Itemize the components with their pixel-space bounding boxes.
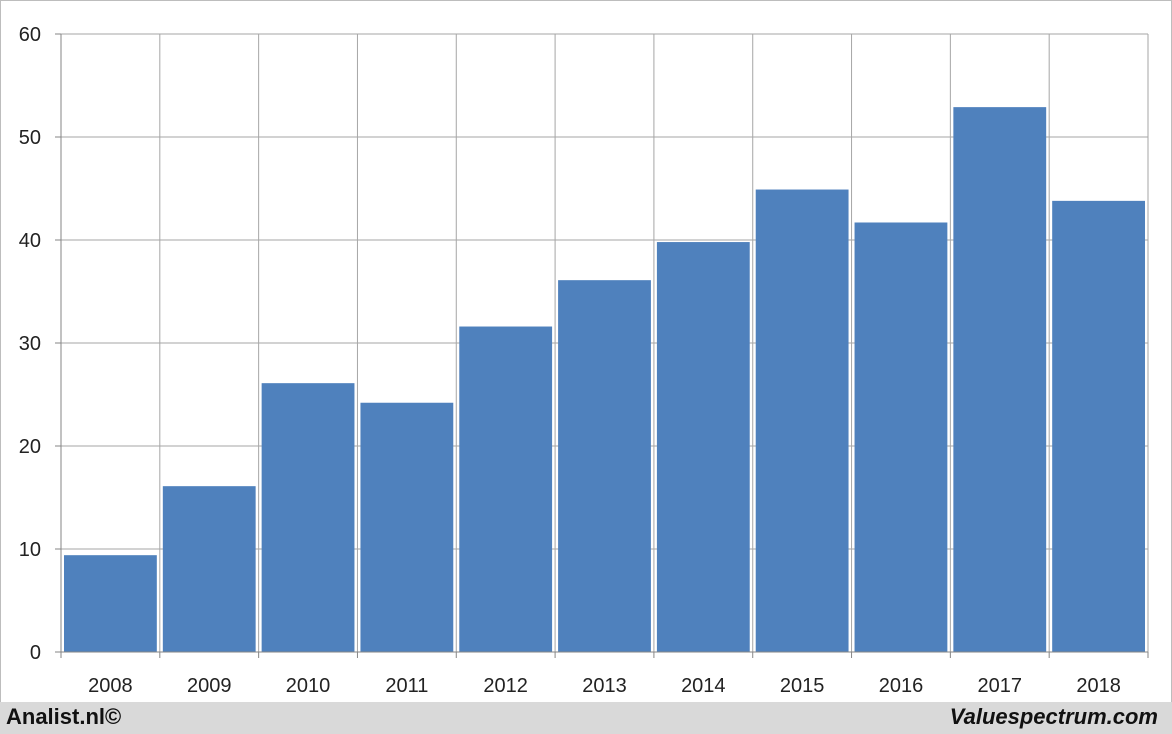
y-tick-label: 30	[19, 333, 41, 355]
bar-2015	[755, 189, 849, 652]
y-tick-labels: 0 10 20 30 40 50 60	[19, 24, 41, 664]
bar-2009	[162, 486, 256, 652]
y-tick-label: 10	[19, 539, 41, 561]
bar-2017	[953, 107, 1047, 652]
bar-2008	[64, 555, 157, 652]
x-tick-label: 2012	[483, 675, 528, 697]
x-tick-label: 2016	[879, 675, 924, 697]
x-tick-label: 2013	[582, 675, 627, 697]
y-tick-label: 40	[19, 230, 41, 252]
x-tick-label: 2008	[88, 675, 133, 697]
x-tick-label: 2010	[286, 675, 331, 697]
bar-2012	[459, 326, 553, 652]
x-tick-labels: 2008 2009 2010 2011 2012 2013 2014 2015 2016 2017…	[88, 675, 1121, 697]
footer-credit-left: Analist.nl©	[6, 704, 122, 729]
bar-2011	[360, 402, 454, 652]
bar-2010	[261, 383, 355, 652]
y-tick-label: 0	[30, 642, 41, 664]
x-tick-label: 2009	[187, 675, 232, 697]
x-tick-label: 2014	[681, 675, 726, 697]
y-tick-label: 20	[19, 436, 41, 458]
x-tick-label: 2017	[978, 675, 1023, 697]
axes	[55, 33, 1149, 658]
x-tick-label: 2015	[780, 675, 825, 697]
bar-2014	[656, 242, 750, 652]
bar-2013	[558, 280, 651, 652]
x-tick-label: 2018	[1076, 675, 1121, 697]
bar-series	[64, 107, 1145, 653]
bar-2016	[854, 222, 948, 653]
y-tick-label: 50	[19, 127, 41, 149]
x-tick-label: 2011	[385, 675, 428, 697]
footer-credit-right: Valuespectrum.com	[949, 704, 1158, 729]
y-tick-label: 60	[19, 24, 41, 46]
footer-bar: Analist.nl© Valuespectrum.com	[0, 702, 1172, 734]
bar-2018	[1052, 200, 1145, 653]
